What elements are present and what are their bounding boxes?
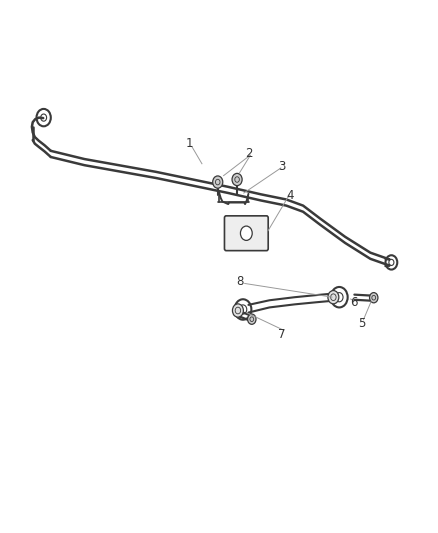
Text: 5: 5: [358, 317, 366, 330]
Circle shape: [233, 304, 244, 317]
Text: 1: 1: [186, 137, 193, 150]
Text: 2: 2: [245, 148, 252, 160]
Circle shape: [328, 290, 339, 304]
FancyBboxPatch shape: [224, 216, 268, 251]
Text: 6: 6: [350, 296, 357, 309]
Circle shape: [370, 293, 378, 303]
Circle shape: [247, 314, 256, 324]
Text: 4: 4: [287, 189, 294, 203]
Circle shape: [213, 176, 223, 188]
Text: 8: 8: [237, 276, 244, 288]
Circle shape: [240, 226, 252, 240]
Text: 7: 7: [278, 328, 286, 341]
Text: 3: 3: [279, 160, 286, 173]
Circle shape: [232, 173, 242, 185]
